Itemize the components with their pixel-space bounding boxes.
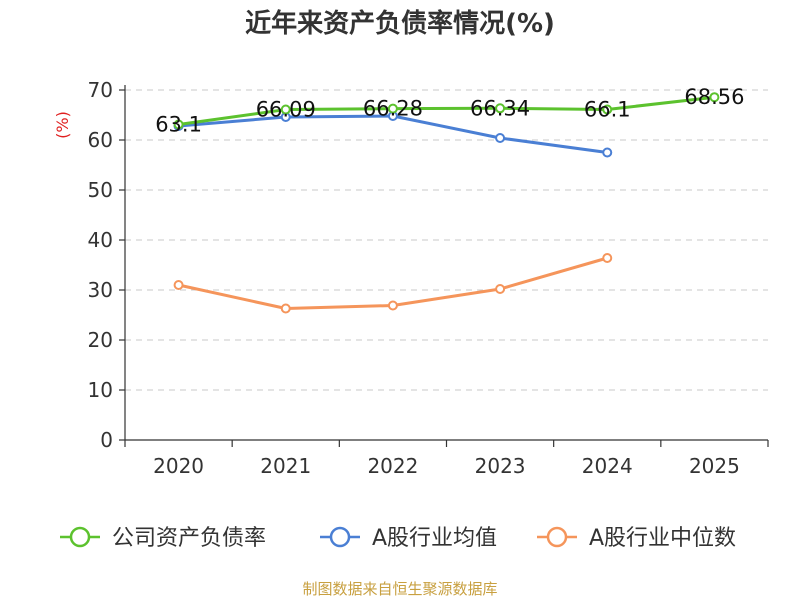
data-point [387,103,398,114]
y-tick-label: 40 [88,228,113,252]
x-tick-label: 2023 [475,454,526,478]
data-point [602,253,613,263]
source-note: 制图数据来自恒生聚源数据库 [302,580,497,598]
legend-swatch-marker [69,526,91,548]
legend-swatch-marker [546,526,568,548]
series-0 [173,92,720,130]
legend-item: A股行业中位数 [537,526,736,551]
data-label: 66.34 [470,96,530,120]
data-label: 63.1 [155,113,202,137]
data-label: 66.1 [584,98,631,122]
series-layer [173,92,720,314]
data-point [495,284,506,294]
data-label: 68.56 [684,85,744,109]
data-point [173,280,184,290]
legend-label: 公司资产负债率 [112,526,266,551]
legend: 公司资产负债率 A股行业均值 A股行业中位数 [60,526,736,551]
series-line [178,95,715,126]
y-tick-label: 0 [100,428,113,452]
y-tick-label: 20 [88,328,113,352]
y-tick-label: 10 [88,378,113,402]
data-point [602,104,613,115]
data-point [387,300,398,311]
series-2 [173,253,613,314]
y-axis-label: (%) [53,111,72,139]
x-tick-label: 2021 [260,454,311,478]
y-tick-label: 30 [88,278,113,302]
legend-item: 公司资产负债率 [60,526,266,551]
x-tick-label: 2022 [367,454,418,478]
legend-item: A股行业均值 [320,526,497,551]
data-point [495,133,506,143]
legend-swatch-marker [329,526,351,548]
x-tick-label: 2020 [153,454,204,478]
y-tick-label: 50 [88,178,113,202]
x-tick-label: 2024 [582,454,633,478]
data-point [709,92,720,103]
grid-lines [125,89,768,391]
y-tick-label: 70 [88,78,113,102]
data-point [495,103,506,114]
data-point [173,119,184,130]
data-label: 66.28 [363,97,423,121]
chart-title: 近年来资产负债率情况(%) [245,8,555,39]
data-labels: 63.1 66.09 66.28 66.34 66.1 68.56 [155,85,744,136]
series-line [178,114,608,154]
legend-label: A股行业均值 [372,526,497,551]
legend-label: A股行业中位数 [589,526,736,551]
data-point [280,104,291,115]
data-point [602,147,613,158]
x-tick-label: 2025 [689,454,740,478]
data-point [280,303,291,314]
axes: 0 10 20 30 40 50 60 70 2020 2021 2022 2023 2024 2025 [88,78,769,478]
data-label: 66.09 [256,98,316,122]
y-tick-label: 60 [88,128,113,152]
